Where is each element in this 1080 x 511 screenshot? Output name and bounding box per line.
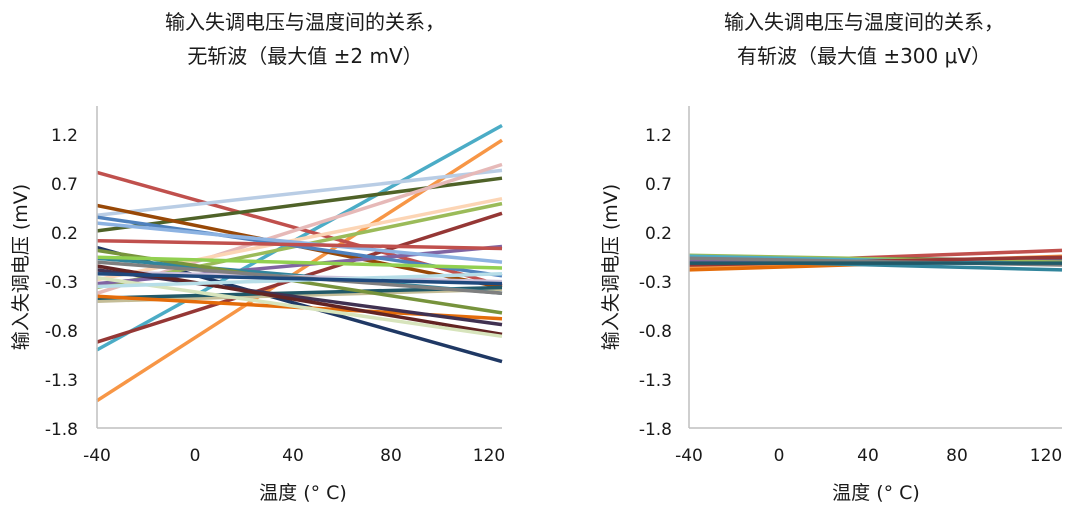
chart-right-xtick-label: 120 (1030, 446, 1062, 466)
chart-left-ytick-label: 0.2 (51, 224, 78, 244)
chart-left-ytick-label: -0.8 (45, 322, 78, 342)
chart-left-title-line2: 无斩波（最大值 ±2 mV） (187, 44, 422, 68)
chart-left-plot (96, 123, 503, 403)
chart-left-series-line (96, 238, 503, 251)
chart-left-ytick-label: -1.3 (45, 371, 78, 391)
chart-left-xtick-label: -40 (83, 446, 111, 466)
chart-left-ytick-label: 0.7 (51, 175, 78, 195)
chart-right-ytick-label: -0.3 (639, 273, 672, 293)
chart-left-y-axis-label: 输入失调电压 (mV) (10, 184, 32, 350)
chart-left-series-line (96, 264, 503, 337)
chart-left: 输入失调电压与温度间的关系， 无斩波（最大值 ±2 mV） 1.2 0.7 0.… (10, 10, 505, 504)
chart-left-xtick-label: 120 (473, 446, 505, 466)
chart-right-ytick-label: 1.2 (645, 126, 672, 146)
chart-right-x-axis-label: 温度 (° C) (832, 482, 920, 504)
chart-left-series-line (96, 275, 503, 339)
chart-left-series-line (96, 168, 503, 218)
chart-right-ytick-label: -0.8 (639, 322, 672, 342)
chart-right-ytick-label: 0.2 (645, 224, 672, 244)
chart-right-ytick-label: 0.7 (645, 175, 672, 195)
chart-right-ytick-label: -1.8 (639, 420, 672, 440)
chart-left-ytick-label: -0.3 (45, 273, 78, 293)
chart-right: 输入失调电压与温度间的关系， 有斩波（最大值 ±300 μV） 1.2 0.7 … (600, 10, 1062, 504)
chart-left-ytick-label: -1.8 (45, 420, 78, 440)
chart-right-xtick-label: 40 (857, 446, 879, 466)
chart-right-xtick-label: 0 (774, 446, 785, 466)
chart-right-plot (688, 248, 1063, 272)
chart-left-title-line1: 输入失调电压与温度间的关系， (165, 10, 445, 34)
chart-left-series-line (96, 138, 503, 403)
chart-left-ytick-label: 1.2 (51, 126, 78, 146)
chart-right-title-line1: 输入失调电压与温度间的关系， (724, 10, 1004, 34)
chart-right-xtick-label: -40 (675, 446, 703, 466)
chart-right-xtick-label: 80 (946, 446, 968, 466)
chart-right-y-axis-label: 输入失调电压 (mV) (600, 184, 622, 350)
chart-left-series-line (96, 221, 503, 264)
chart-left-xtick-label: 0 (190, 446, 201, 466)
chart-right-title-line2: 有斩波（最大值 ±300 μV） (737, 44, 991, 68)
chart-left-x-axis-label: 温度 (° C) (259, 482, 347, 504)
chart-left-series-line (96, 255, 503, 270)
chart-left-series-line (96, 272, 503, 286)
chart-left-xtick-label: 40 (282, 446, 304, 466)
chart-right-ytick-label: -1.3 (639, 371, 672, 391)
chart-left-series-line (96, 176, 503, 233)
chart-left-xtick-label: 80 (380, 446, 402, 466)
